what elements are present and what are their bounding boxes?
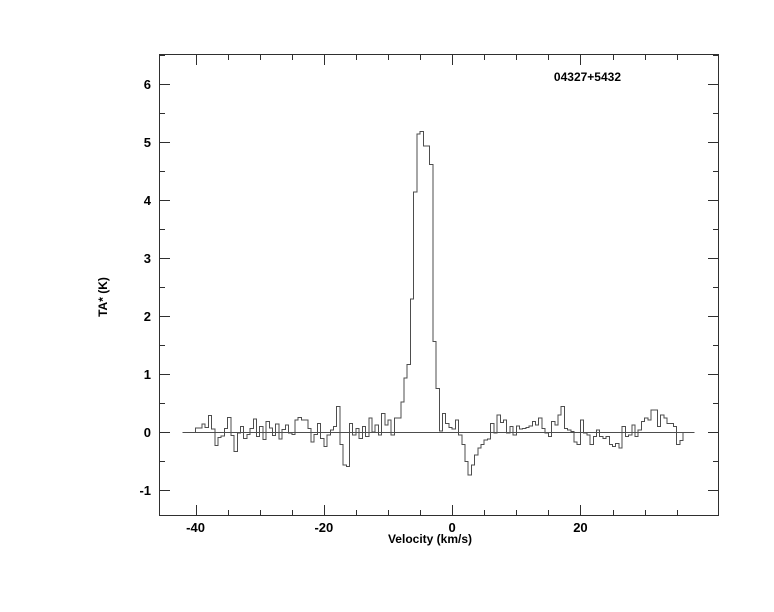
x-axis-title: Velocity (km/s) (387, 532, 473, 546)
y-tick-label: 0 (144, 425, 151, 440)
x-tick-label: -20 (314, 520, 333, 535)
y-tick-label: 6 (144, 77, 151, 92)
y-tick-label: 3 (144, 251, 151, 266)
x-tick-label: -40 (186, 520, 205, 535)
spectrum-trace (195, 131, 684, 476)
x-tick-label: 0 (449, 520, 456, 535)
x-tick-label: 20 (573, 520, 587, 535)
y-tick-label: -1 (139, 483, 151, 498)
source-name-label: 04327+5432 (553, 70, 621, 84)
axis-frame (159, 54, 719, 516)
y-tick-label: 1 (144, 367, 151, 382)
y-tick-label: 2 (144, 309, 151, 324)
y-tick-label: 4 (144, 193, 152, 208)
y-tick-label: 5 (144, 135, 151, 150)
y-axis-title: TA* (K) (96, 277, 110, 317)
